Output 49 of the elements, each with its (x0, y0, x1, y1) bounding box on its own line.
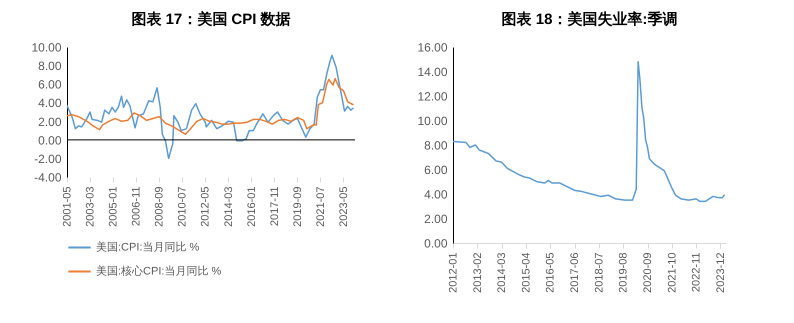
line-series (67, 54, 354, 160)
y-tick-label: -2.00 (34, 152, 62, 166)
y-tick-label: 8.00 (424, 138, 448, 152)
line-series (67, 78, 354, 136)
x-tick-label: 2014-03 (222, 186, 235, 227)
y-tick-label: 4.00 (424, 188, 448, 202)
y-tick-label: 2.00 (424, 212, 448, 226)
y-tick-label: 6.00 (424, 163, 448, 177)
x-tick-label: 2017-11 (268, 186, 281, 226)
chart-title: 图表 17：美国 CPI 数据 (131, 10, 291, 28)
y-tick-label: 10.00 (31, 40, 62, 54)
x-tick-label: 2010-07 (176, 186, 189, 227)
x-tick-label: 2003-03 (84, 186, 97, 227)
x-tick-label: 2015-04 (520, 252, 532, 293)
x-tick-label: 2022-11 (690, 252, 703, 292)
x-tick-label: 2017-06 (569, 252, 582, 293)
x-tick-label: 2013-02 (472, 252, 484, 293)
x-tick-label: 2012-05 (200, 186, 212, 227)
y-tick-label: 0.00 (424, 236, 448, 250)
x-tick-label: 2020-09 (642, 252, 654, 293)
x-tick-label: 2019-09 (292, 186, 304, 227)
legend-label: 美国:CPI:当月同比 % (96, 240, 200, 254)
x-tick-label: 2021-10 (666, 252, 678, 293)
line-series (453, 60, 725, 202)
x-tick-label: 2006-11 (130, 186, 143, 226)
y-tick-label: 2.00 (38, 114, 62, 129)
x-tick-label: 2014-03 (496, 252, 508, 293)
x-tick-label: 2021-07 (314, 186, 327, 227)
chart-title: 图表 18：美国失业率:季调 (502, 10, 678, 28)
x-tick-label: 2019-08 (618, 252, 630, 293)
y-tick-label: 16.00 (417, 40, 448, 54)
y-tick-label: 10.00 (417, 114, 448, 128)
y-tick-label: 8.00 (38, 59, 62, 74)
y-tick-label: 6.00 (38, 78, 62, 92)
y-tick-label: -4.00 (34, 170, 62, 184)
x-tick-label: 2001-05 (62, 186, 74, 227)
x-tick-label: 2023-12 (714, 252, 727, 293)
x-tick-label: 2005-01 (108, 186, 120, 227)
legend-label: 美国:核心CPI:当月同比 % (96, 264, 222, 278)
x-tick-label: 2008-09 (154, 186, 166, 227)
y-tick-label: 0.00 (38, 133, 62, 148)
y-tick-label: 14.00 (417, 65, 448, 79)
x-tick-label: 2016-05 (544, 252, 557, 293)
y-tick-label: 12.00 (417, 90, 448, 104)
x-tick-label: 2016-01 (246, 186, 258, 227)
y-tick-label: 4.00 (38, 96, 62, 110)
x-tick-label: 2018-07 (593, 252, 606, 293)
x-tick-label: 2012-01 (448, 252, 460, 293)
x-tick-label: 2023-05 (338, 186, 350, 227)
